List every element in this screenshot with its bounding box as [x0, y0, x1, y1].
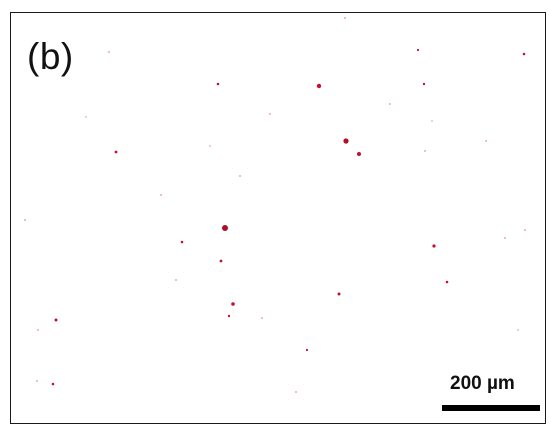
particle [85, 116, 87, 118]
particle [344, 17, 346, 19]
particle [209, 145, 211, 147]
particle [338, 293, 341, 296]
particle [231, 302, 235, 306]
particle [485, 140, 487, 142]
particle [220, 260, 223, 263]
particle [417, 49, 419, 51]
particle [357, 152, 361, 156]
particle [389, 103, 391, 105]
particle [217, 83, 220, 86]
particle [343, 138, 348, 143]
particle [317, 84, 321, 88]
particle [55, 319, 58, 322]
particle [504, 237, 506, 239]
particle [446, 281, 449, 284]
particle [239, 175, 241, 177]
particle [523, 53, 526, 56]
particle [517, 329, 519, 331]
particle [175, 279, 177, 281]
particle [431, 120, 433, 122]
scale-bar-label: 200 µm [450, 373, 515, 395]
particle [160, 194, 162, 196]
particle [306, 349, 308, 351]
particle [108, 51, 110, 53]
particle [36, 380, 38, 382]
particle [432, 244, 435, 247]
panel-label: (b) [27, 38, 74, 75]
particle [181, 241, 184, 244]
particle [269, 113, 271, 115]
particle [222, 225, 228, 231]
particle [261, 317, 263, 319]
particle [423, 83, 425, 85]
particle [37, 329, 39, 331]
particle [424, 150, 426, 152]
particle [295, 391, 297, 393]
scale-bar [442, 405, 540, 411]
particle [228, 315, 230, 317]
particle [115, 151, 118, 154]
particle [524, 229, 526, 231]
particle [52, 383, 55, 386]
particle [24, 219, 26, 221]
